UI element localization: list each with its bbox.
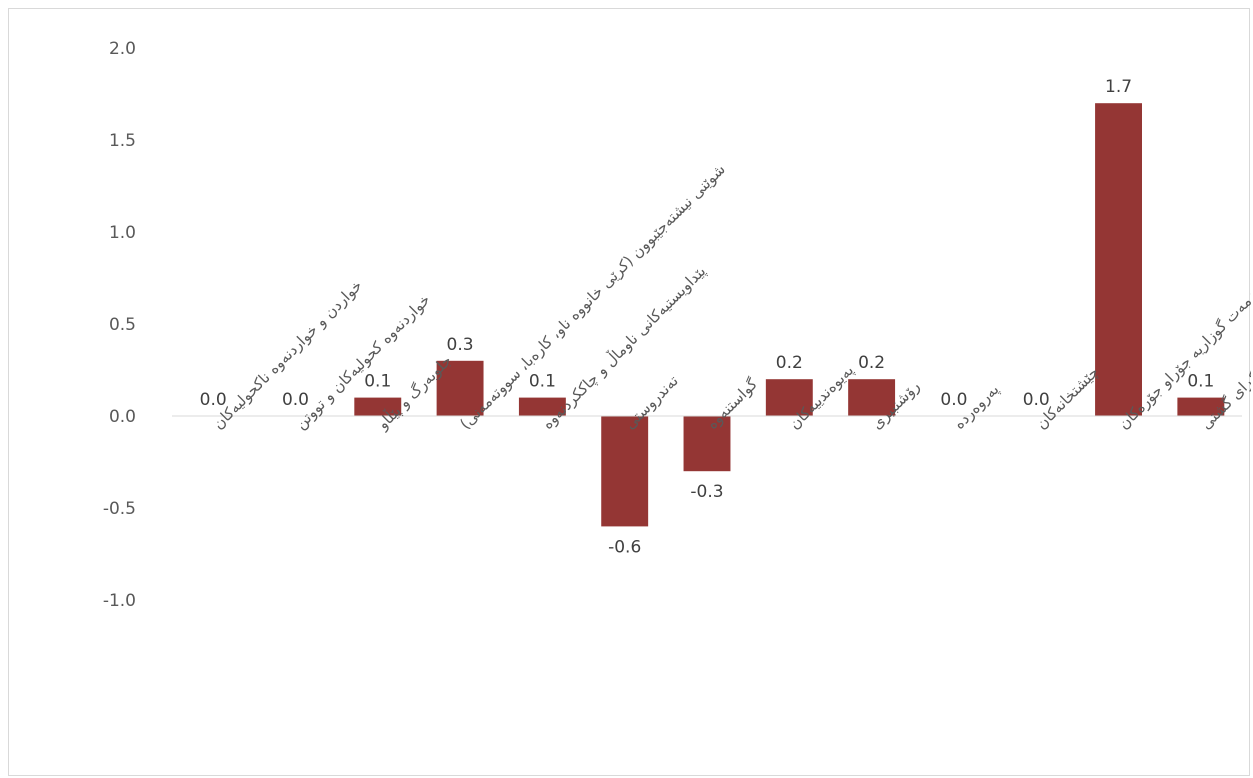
y-axis-ticks: 2.0 1.5 1.0 0.5 0.0 -0.5 -1.0 bbox=[103, 39, 136, 611]
data-label: -0.3 bbox=[690, 482, 723, 502]
data-label: 0.2 bbox=[776, 353, 803, 373]
data-label: 0.1 bbox=[364, 372, 391, 392]
y-tick-label: 2.0 bbox=[109, 39, 136, 59]
y-tick-label: 1.5 bbox=[109, 131, 136, 151]
data-label: 1.7 bbox=[1105, 77, 1132, 97]
data-label: 0.0 bbox=[200, 390, 227, 410]
bar bbox=[601, 416, 649, 527]
data-label: 0.0 bbox=[1023, 390, 1050, 410]
category-label: پێداویستیەکانی ناوماڵ و چاککردنەوە bbox=[538, 262, 710, 434]
bar bbox=[436, 360, 484, 416]
bar-series bbox=[354, 103, 1225, 527]
bar bbox=[518, 397, 566, 416]
data-labels: 0.0 0.0 0.1 0.3 0.1 -0.6 -0.3 0.2 0.2 0.0 0.0 1.7 0.… bbox=[200, 77, 1215, 557]
bar-chart: 2.0 1.5 1.0 0.5 0.0 -0.5 -1.0 0.0 0.0 0.1 0.3 0.1 -… bbox=[103, 39, 1251, 611]
y-tick-label: 1.0 bbox=[109, 223, 136, 243]
bar bbox=[765, 379, 813, 416]
data-label: 0.1 bbox=[1187, 372, 1214, 392]
category-label: تەندروستی bbox=[621, 372, 682, 433]
chart-frame: 2.0 1.5 1.0 0.5 0.0 -0.5 -1.0 0.0 0.0 0.1 0.3 0.1 -… bbox=[8, 8, 1251, 776]
bar bbox=[354, 397, 402, 416]
y-tick-label: -0.5 bbox=[103, 499, 136, 519]
y-tick-label: 0.5 bbox=[109, 315, 136, 335]
bar bbox=[683, 416, 731, 472]
bar bbox=[1095, 103, 1142, 416]
category-label: گواستنەوە bbox=[703, 374, 761, 432]
data-label: 0.0 bbox=[282, 390, 309, 410]
data-label: 0.2 bbox=[858, 353, 885, 373]
bar bbox=[1177, 397, 1225, 416]
data-label: 0.0 bbox=[940, 390, 967, 410]
data-label: 0.1 bbox=[529, 372, 556, 392]
data-label: -0.6 bbox=[608, 537, 641, 557]
category-labels: خواردن و خواردنەوە ناکحولیەکانخواردنەوە … bbox=[209, 160, 1251, 434]
data-label: 0.3 bbox=[447, 335, 474, 355]
category-label: شوێنی نیشتەجێبوون (کرێی خانووە ناو، کارە… bbox=[456, 160, 729, 433]
bar bbox=[848, 379, 896, 416]
y-tick-label: -1.0 bbox=[103, 591, 136, 611]
y-tick-label: 0.0 bbox=[109, 407, 136, 427]
